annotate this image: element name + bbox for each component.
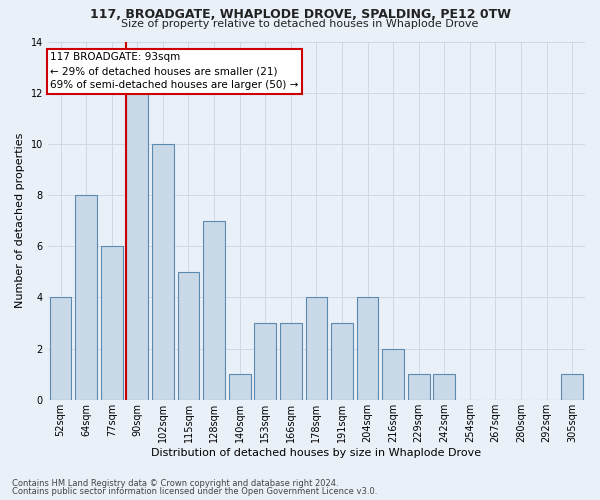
Y-axis label: Number of detached properties: Number of detached properties: [15, 133, 25, 308]
Bar: [305, 298, 327, 400]
Bar: [254, 323, 276, 400]
Bar: [152, 144, 174, 400]
Bar: [178, 272, 199, 400]
Bar: [50, 298, 71, 400]
Bar: [382, 348, 404, 400]
X-axis label: Distribution of detached houses by size in Whaplode Drove: Distribution of detached houses by size …: [151, 448, 481, 458]
Bar: [75, 195, 97, 400]
Bar: [356, 298, 379, 400]
Text: Size of property relative to detached houses in Whaplode Drove: Size of property relative to detached ho…: [121, 19, 479, 29]
Text: Contains public sector information licensed under the Open Government Licence v3: Contains public sector information licen…: [12, 487, 377, 496]
Bar: [280, 323, 302, 400]
Text: 117, BROADGATE, WHAPLODE DROVE, SPALDING, PE12 0TW: 117, BROADGATE, WHAPLODE DROVE, SPALDING…: [89, 8, 511, 20]
Bar: [229, 374, 251, 400]
Text: Contains HM Land Registry data © Crown copyright and database right 2024.: Contains HM Land Registry data © Crown c…: [12, 478, 338, 488]
Bar: [203, 220, 225, 400]
Bar: [562, 374, 583, 400]
Bar: [127, 92, 148, 400]
Bar: [331, 323, 353, 400]
Text: 117 BROADGATE: 93sqm
← 29% of detached houses are smaller (21)
69% of semi-detac: 117 BROADGATE: 93sqm ← 29% of detached h…: [50, 52, 299, 90]
Bar: [433, 374, 455, 400]
Bar: [101, 246, 122, 400]
Bar: [408, 374, 430, 400]
